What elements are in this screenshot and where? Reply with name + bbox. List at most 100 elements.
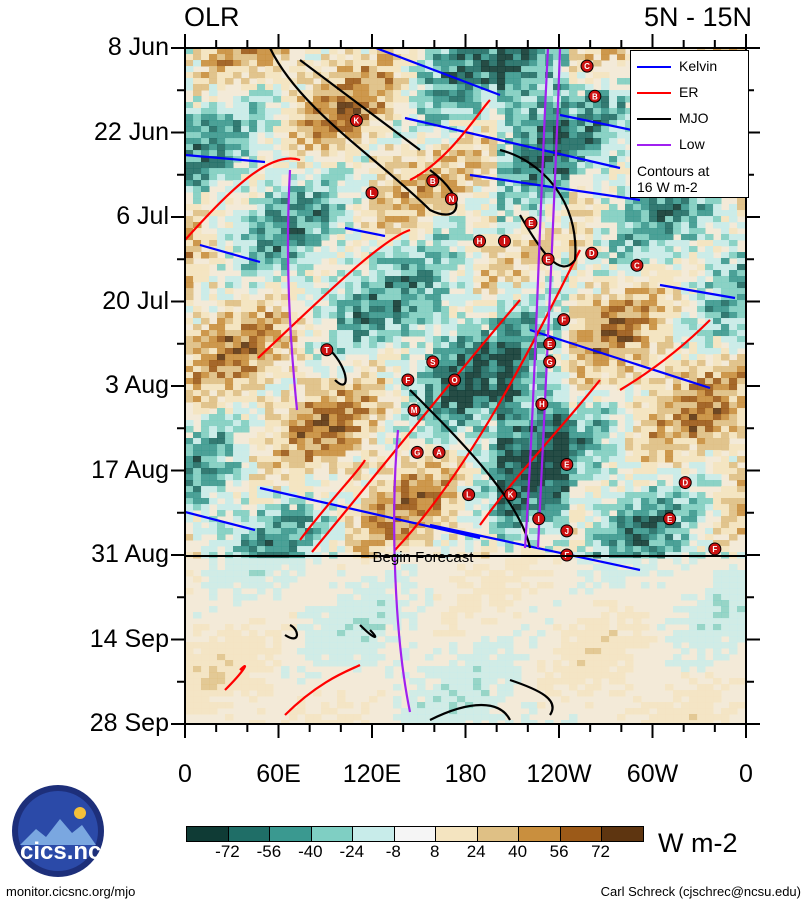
field-cell	[209, 342, 218, 349]
field-cell	[521, 192, 530, 199]
field-cell	[337, 342, 346, 349]
field-cell	[281, 504, 290, 511]
field-cell	[329, 306, 338, 313]
field-cell	[625, 510, 634, 517]
field-cell	[385, 522, 394, 529]
field-cell	[673, 522, 682, 529]
field-cell	[249, 270, 258, 277]
field-cell	[313, 138, 322, 145]
field-cell	[513, 234, 522, 241]
field-cell	[377, 360, 386, 367]
field-cell	[433, 234, 442, 241]
field-cell	[361, 414, 370, 421]
field-cell	[665, 360, 674, 367]
field-cell	[457, 354, 466, 361]
field-cell	[497, 540, 506, 547]
field-cell	[265, 336, 274, 343]
field-cell	[481, 276, 490, 283]
field-cell	[617, 96, 626, 103]
field-cell	[537, 294, 546, 301]
field-cell	[633, 216, 642, 223]
field-cell	[345, 336, 354, 343]
field-cell	[289, 498, 298, 505]
field-cell	[377, 60, 386, 67]
field-cell	[313, 420, 322, 427]
field-cell	[569, 204, 578, 211]
field-cell	[225, 366, 234, 373]
field-cell	[473, 324, 482, 331]
field-cell	[185, 258, 194, 265]
field-cell	[193, 78, 202, 85]
field-cell	[561, 390, 570, 397]
field-cell	[217, 426, 226, 433]
field-cell	[289, 108, 298, 115]
field-cell	[729, 300, 738, 307]
field-cell	[241, 360, 250, 367]
field-cell	[465, 132, 474, 139]
field-cell	[417, 456, 426, 463]
field-cell	[521, 294, 530, 301]
field-cell	[721, 390, 730, 397]
field-cell	[241, 138, 250, 145]
field-cell	[217, 336, 226, 343]
field-cell	[225, 432, 234, 439]
field-cell	[345, 318, 354, 325]
field-cell	[337, 60, 346, 67]
field-cell	[193, 54, 202, 61]
field-cell	[377, 198, 386, 205]
field-cell	[497, 534, 506, 541]
field-cell	[521, 348, 530, 355]
field-cell	[313, 72, 322, 79]
field-cell	[441, 414, 450, 421]
field-cell	[577, 54, 586, 61]
field-cell	[737, 444, 746, 451]
field-cell	[377, 264, 386, 271]
field-cell	[481, 342, 490, 349]
field-cell	[561, 366, 570, 373]
field-cell	[697, 378, 706, 385]
field-cell	[337, 282, 346, 289]
field-cell	[297, 444, 306, 451]
field-cell	[737, 330, 746, 337]
field-cell	[201, 264, 210, 271]
field-cell	[369, 354, 378, 361]
field-cell	[225, 414, 234, 421]
field-cell	[321, 456, 330, 463]
field-cell	[673, 384, 682, 391]
field-cell	[529, 444, 538, 451]
field-cell	[657, 216, 666, 223]
field-cell	[449, 174, 458, 181]
field-cell	[329, 396, 338, 403]
field-cell	[569, 438, 578, 445]
y-tick-label: 14 Sep	[89, 624, 169, 653]
field-cell	[713, 384, 722, 391]
field-cell	[249, 150, 258, 157]
field-cell	[489, 234, 498, 241]
field-cell	[273, 216, 282, 223]
field-cell	[433, 114, 442, 121]
field-cell	[209, 432, 218, 439]
field-cell	[409, 282, 418, 289]
field-cell	[401, 78, 410, 85]
field-cell	[185, 534, 194, 541]
field-cell	[505, 444, 514, 451]
field-cell	[689, 396, 698, 403]
field-cell	[505, 480, 514, 487]
field-cell	[193, 114, 202, 121]
field-cell	[337, 186, 346, 193]
field-cell	[473, 78, 482, 85]
field-cell	[193, 168, 202, 175]
field-cell	[313, 192, 322, 199]
field-cell	[641, 312, 650, 319]
field-cell	[673, 282, 682, 289]
field-cell	[465, 498, 474, 505]
field-cell	[505, 294, 514, 301]
field-cell	[241, 474, 250, 481]
field-cell	[425, 276, 434, 283]
field-cell	[297, 264, 306, 271]
field-cell	[241, 48, 250, 55]
field-cell	[737, 336, 746, 343]
field-cell	[673, 462, 682, 469]
field-cell	[641, 426, 650, 433]
field-cell	[737, 486, 746, 493]
